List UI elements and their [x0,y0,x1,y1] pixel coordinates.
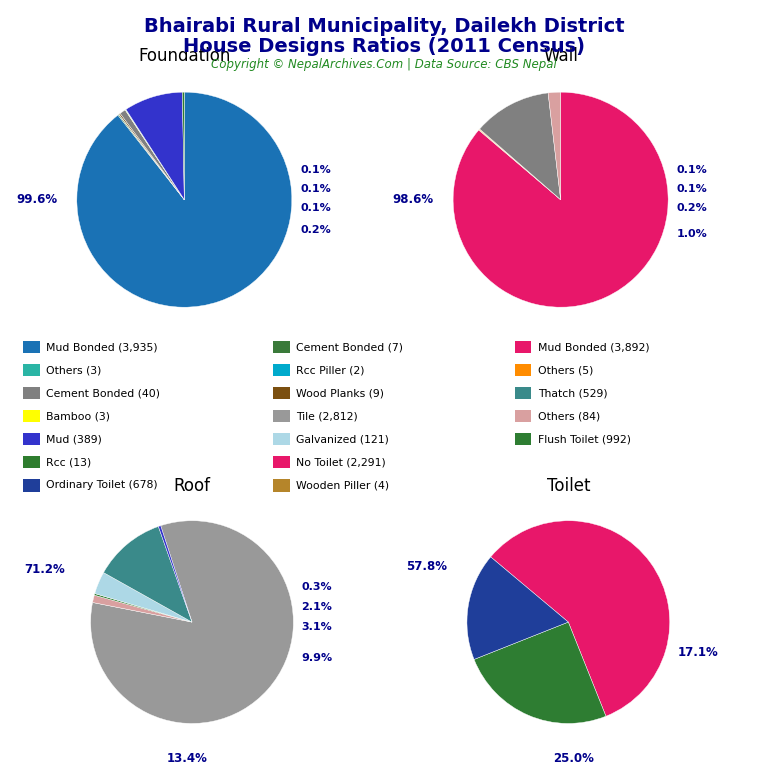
Text: Rcc (13): Rcc (13) [46,457,91,468]
Wedge shape [125,109,184,200]
Text: Galvanized (121): Galvanized (121) [296,434,389,445]
Text: Bhairabi Rural Municipality, Dailekh District: Bhairabi Rural Municipality, Dailekh Dis… [144,17,624,36]
Wedge shape [480,93,561,200]
Text: 0.2%: 0.2% [300,225,331,235]
Text: Mud Bonded (3,935): Mud Bonded (3,935) [46,342,157,353]
Wedge shape [467,557,568,660]
Text: 0.1%: 0.1% [300,204,331,214]
Text: Ordinary Toilet (678): Ordinary Toilet (678) [46,480,157,491]
Title: Wall: Wall [543,47,578,65]
Text: No Toilet (2,291): No Toilet (2,291) [296,457,386,468]
Text: Others (3): Others (3) [46,365,101,376]
Text: House Designs Ratios (2011 Census): House Designs Ratios (2011 Census) [183,37,585,56]
Wedge shape [119,114,184,200]
Wedge shape [474,622,606,723]
Text: Tile (2,812): Tile (2,812) [296,411,357,422]
Wedge shape [453,92,668,307]
Wedge shape [120,110,184,200]
Wedge shape [92,595,192,622]
Text: Bamboo (3): Bamboo (3) [46,411,110,422]
Text: Thatch (529): Thatch (529) [538,388,607,399]
Title: Roof: Roof [174,477,210,495]
Wedge shape [77,92,292,307]
Wedge shape [94,594,192,622]
Wedge shape [104,526,192,622]
Text: 0.1%: 0.1% [300,184,331,194]
Text: 17.1%: 17.1% [678,646,719,659]
Text: Wood Planks (9): Wood Planks (9) [296,388,384,399]
Text: 9.9%: 9.9% [302,653,333,663]
Wedge shape [126,92,184,200]
Text: 0.3%: 0.3% [302,581,332,591]
Title: Foundation: Foundation [138,47,230,65]
Wedge shape [478,130,561,200]
Text: Mud Bonded (3,892): Mud Bonded (3,892) [538,342,649,353]
Text: Copyright © NepalArchives.Com | Data Source: CBS Nepal: Copyright © NepalArchives.Com | Data Sou… [211,58,557,71]
Text: 71.2%: 71.2% [25,563,65,576]
Text: 0.2%: 0.2% [677,204,707,214]
Wedge shape [125,110,184,200]
Text: Mud (389): Mud (389) [46,434,102,445]
Text: 99.6%: 99.6% [16,194,58,206]
Title: Toilet: Toilet [547,477,590,495]
Wedge shape [548,92,561,200]
Text: 0.1%: 0.1% [677,184,707,194]
Wedge shape [118,114,184,200]
Wedge shape [479,129,561,200]
Text: Flush Toilet (992): Flush Toilet (992) [538,434,631,445]
Text: 0.1%: 0.1% [300,164,331,174]
Text: 98.6%: 98.6% [392,194,434,206]
Text: 13.4%: 13.4% [167,752,207,765]
Text: Others (5): Others (5) [538,365,593,376]
Text: Wooden Piller (4): Wooden Piller (4) [296,480,389,491]
Text: 1.0%: 1.0% [677,229,707,239]
Wedge shape [182,92,184,200]
Wedge shape [158,525,192,622]
Wedge shape [491,521,670,717]
Text: Others (84): Others (84) [538,411,600,422]
Wedge shape [119,114,184,200]
Text: Cement Bonded (7): Cement Bonded (7) [296,342,402,353]
Text: Rcc Piller (2): Rcc Piller (2) [296,365,364,376]
Text: Cement Bonded (40): Cement Bonded (40) [46,388,160,399]
Text: 25.0%: 25.0% [553,752,594,765]
Wedge shape [91,521,293,723]
Text: 3.1%: 3.1% [302,622,333,632]
Text: 0.1%: 0.1% [677,164,707,174]
Text: 57.8%: 57.8% [406,560,447,573]
Text: 2.1%: 2.1% [302,602,333,612]
Wedge shape [94,573,192,622]
